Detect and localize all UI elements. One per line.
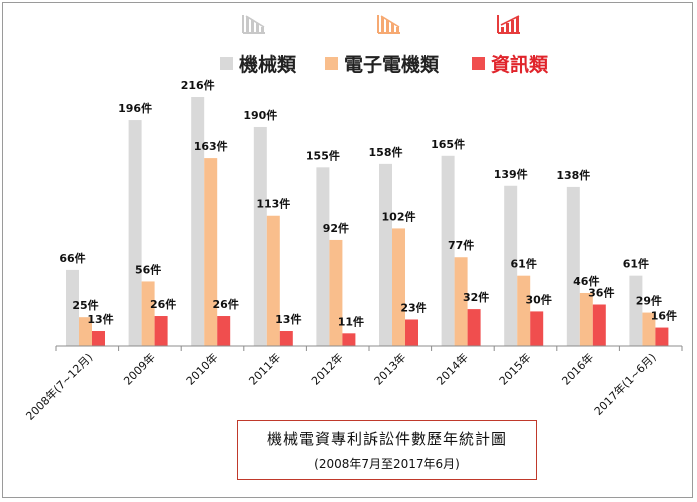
legend-swatch bbox=[220, 57, 233, 70]
bar bbox=[128, 120, 142, 346]
data-label: 46件 bbox=[573, 274, 599, 288]
bar bbox=[392, 228, 405, 346]
data-label: 61件 bbox=[623, 257, 649, 271]
data-label: 196件 bbox=[118, 101, 152, 115]
bar bbox=[92, 331, 105, 346]
data-label: 56件 bbox=[135, 262, 161, 276]
data-label: 36件 bbox=[588, 286, 614, 300]
x-tick-label: 2013年 bbox=[371, 350, 408, 387]
legend-label: 資訊類 bbox=[491, 53, 549, 76]
bars: 66件25件13件196件56件26件216件163件26件190件113件13… bbox=[59, 78, 677, 346]
data-label: 26件 bbox=[213, 297, 239, 311]
data-label: 66件 bbox=[59, 251, 85, 265]
bar bbox=[454, 257, 468, 346]
bar bbox=[79, 317, 92, 346]
x-tick-label: 2012年 bbox=[308, 350, 345, 387]
bar bbox=[629, 275, 643, 346]
bar bbox=[191, 97, 205, 346]
data-label: 92件 bbox=[323, 221, 349, 235]
bar bbox=[279, 331, 293, 346]
data-label: 23件 bbox=[400, 300, 426, 314]
legend-swatch bbox=[325, 57, 338, 70]
bar bbox=[154, 316, 168, 346]
chart-title: 機械電資專利訴訟件數歷年統計圖 bbox=[266, 430, 507, 448]
bar bbox=[379, 163, 392, 346]
bar bbox=[66, 269, 79, 346]
x-tick-label: 2016年 bbox=[559, 350, 596, 387]
data-label: 138件 bbox=[556, 168, 590, 182]
data-label: 190件 bbox=[243, 108, 277, 122]
bar bbox=[655, 327, 669, 346]
x-tick-label: 2017年(1~6月) bbox=[591, 350, 659, 418]
bar bbox=[467, 309, 481, 346]
bar bbox=[530, 311, 544, 346]
x-tick-label: 2014年 bbox=[434, 350, 471, 387]
bar bbox=[579, 292, 593, 346]
x-tick-label: 2009年 bbox=[121, 350, 158, 387]
data-label: 155件 bbox=[306, 148, 340, 162]
data-label: 11件 bbox=[338, 314, 364, 328]
legend-swatch bbox=[472, 57, 485, 70]
data-label: 29件 bbox=[636, 294, 662, 308]
data-label: 139件 bbox=[494, 167, 528, 181]
x-tick-label: 2010年 bbox=[183, 350, 220, 387]
chart-subtitle: (2008年7月至2017年6月) bbox=[314, 457, 460, 471]
data-label: 163件 bbox=[194, 139, 228, 153]
data-label: 30件 bbox=[526, 292, 552, 306]
data-label: 158件 bbox=[369, 145, 403, 159]
bar bbox=[517, 275, 531, 346]
bar bbox=[405, 319, 418, 346]
bar bbox=[141, 281, 155, 346]
bar bbox=[342, 333, 356, 346]
x-axis: 2008年(7~12月) 2009年 2010年 2011年 2012年 2013年 201… bbox=[23, 345, 683, 423]
bar bbox=[316, 167, 330, 346]
bar bbox=[217, 316, 231, 346]
bar bbox=[504, 185, 518, 346]
bar bbox=[592, 304, 606, 346]
data-label: 13件 bbox=[87, 312, 113, 326]
data-label: 77件 bbox=[448, 238, 474, 252]
data-label: 32件 bbox=[463, 290, 489, 304]
data-label: 165件 bbox=[431, 137, 465, 151]
legend-icons bbox=[242, 15, 520, 34]
bar bbox=[441, 155, 455, 346]
bar bbox=[642, 312, 656, 346]
data-label: 25件 bbox=[72, 298, 98, 312]
bar-chart-descending-icon bbox=[242, 15, 265, 34]
bar bbox=[253, 126, 267, 346]
legend-label: 機械類 bbox=[239, 53, 297, 76]
bar bbox=[329, 239, 343, 346]
bar bbox=[266, 215, 280, 346]
x-tick-label: 2008年(7~12月) bbox=[23, 350, 96, 423]
data-label: 16件 bbox=[651, 309, 677, 323]
data-label: 113件 bbox=[256, 197, 290, 211]
bar-chart-ascending-icon bbox=[497, 15, 520, 34]
legend: 機械類 電子電機類 資訊類 bbox=[220, 53, 549, 76]
data-label: 216件 bbox=[181, 78, 215, 92]
chart-caption: 機械電資專利訴訟件數歷年統計圖 (2008年7月至2017年6月) bbox=[237, 420, 537, 480]
x-tick-label: 2015年 bbox=[496, 350, 533, 387]
bar-chart-descending-icon bbox=[377, 15, 400, 34]
data-label: 13件 bbox=[275, 312, 301, 326]
data-label: 26件 bbox=[150, 297, 176, 311]
data-label: 102件 bbox=[382, 209, 416, 223]
x-tick-label: 2011年 bbox=[246, 350, 283, 387]
bar bbox=[566, 186, 580, 346]
bar bbox=[204, 158, 218, 346]
legend-label: 電子電機類 bbox=[344, 53, 440, 76]
data-label: 61件 bbox=[511, 257, 537, 271]
